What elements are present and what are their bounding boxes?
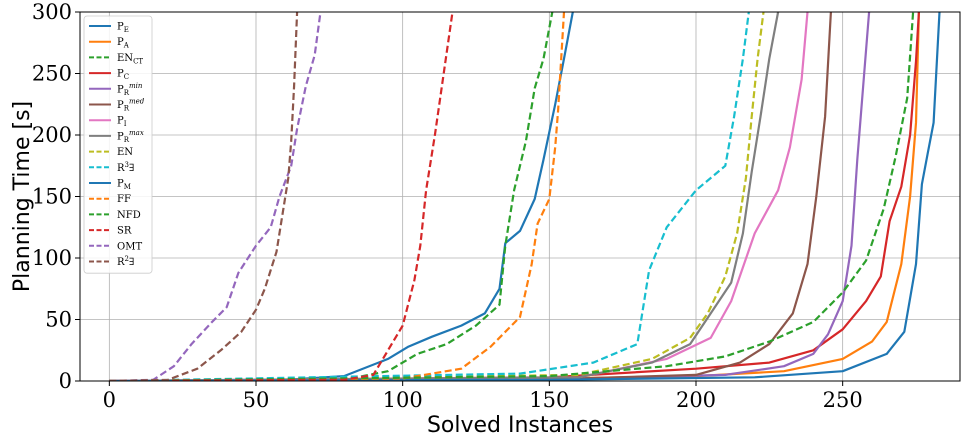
legend-label: SR <box>117 226 132 237</box>
series-line-2 <box>109 12 554 381</box>
legend-label: PC <box>117 69 129 82</box>
x-tick-label: 100 <box>383 388 423 412</box>
legend-label: PRmin <box>117 82 143 97</box>
y-tick-label: 150 <box>32 185 72 209</box>
legend-label: PI <box>117 116 127 129</box>
x-tick-label: 0 <box>103 388 116 412</box>
legend-label: OMT <box>117 241 142 252</box>
y-axis-label: Planning Time [s] <box>10 101 35 292</box>
series-line-11 <box>109 12 566 381</box>
x-tick-label: 150 <box>529 388 569 412</box>
legend-box <box>83 15 153 274</box>
x-axis-ticks: 0 50 100 150 200 250 <box>103 381 863 412</box>
legend-label: PRmax <box>117 129 144 144</box>
y-axis-ticks: 0 50 100 150 200 250 300 <box>32 0 80 393</box>
series-line-13 <box>109 12 454 381</box>
legend-label: PRmed <box>117 98 145 113</box>
legend-label: PM <box>117 179 131 192</box>
x-tick-label: 50 <box>243 388 270 412</box>
legend-label: ENCT <box>117 53 143 66</box>
legend-label: R2∃ <box>117 255 134 268</box>
series-line-0 <box>109 12 574 381</box>
series-line-8 <box>109 12 765 381</box>
series-line-14 <box>109 12 322 381</box>
legend-label: R3∃ <box>117 161 134 174</box>
legend-label: PE <box>117 22 129 35</box>
legend-label: NFD <box>117 210 141 221</box>
legend-label: FF <box>117 194 131 205</box>
x-tick-label: 200 <box>676 388 716 412</box>
y-tick-label: 300 <box>32 0 72 24</box>
series-line-10 <box>109 12 941 381</box>
y-tick-label: 100 <box>32 246 72 270</box>
y-tick-label: 50 <box>45 308 72 332</box>
series-line-9 <box>109 12 750 381</box>
y-tick-label: 200 <box>32 123 72 147</box>
series-line-7 <box>109 12 780 381</box>
series-line-5 <box>109 12 832 381</box>
y-tick-label: 0 <box>59 369 72 393</box>
legend-label: PA <box>117 37 130 50</box>
legend-label: EN <box>117 147 133 158</box>
x-axis-label: Solved Instances <box>427 413 613 438</box>
series-line-3 <box>109 12 920 381</box>
series-line-12 <box>109 12 915 381</box>
series-lines <box>109 12 941 381</box>
y-tick-label: 250 <box>32 62 72 86</box>
series-line-15 <box>109 12 299 381</box>
x-tick-label: 250 <box>823 388 863 412</box>
